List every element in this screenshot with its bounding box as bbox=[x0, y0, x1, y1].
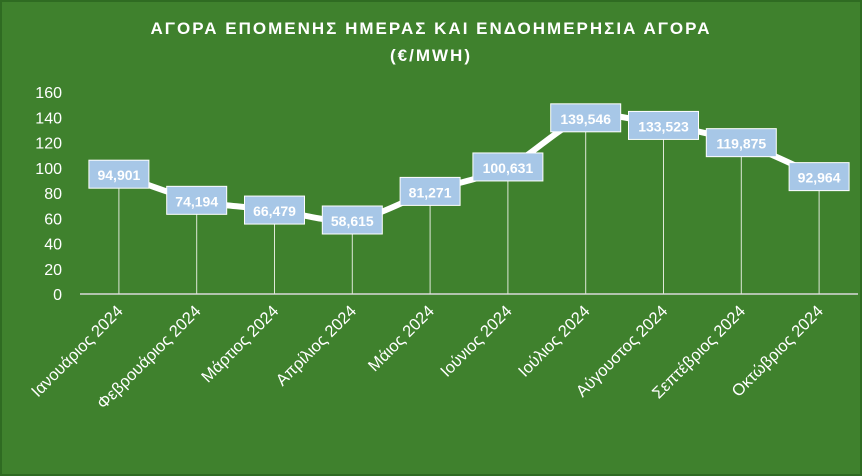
y-tick-label: 100 bbox=[35, 161, 62, 178]
data-label: 119,875 bbox=[716, 136, 766, 152]
x-tick-label: Ιούνιος 2024 bbox=[437, 302, 516, 381]
y-tick-label: 160 bbox=[35, 85, 62, 102]
y-tick-label: 0 bbox=[53, 287, 62, 304]
y-tick-label: 120 bbox=[35, 136, 62, 153]
y-tick-label: 80 bbox=[44, 186, 62, 203]
data-label: 66,479 bbox=[253, 203, 296, 219]
data-label: 81,271 bbox=[409, 184, 452, 200]
x-tick-label: Ιούλιος 2024 bbox=[515, 302, 594, 381]
data-label: 100,631 bbox=[483, 160, 534, 176]
data-label-box bbox=[166, 185, 228, 215]
x-tick-label: Μάρτιος 2024 bbox=[198, 302, 282, 386]
y-tick-label: 40 bbox=[44, 237, 62, 254]
data-label-box bbox=[321, 205, 383, 235]
y-tick-label: 60 bbox=[44, 211, 62, 228]
data-label-box bbox=[550, 103, 622, 133]
y-tick-label: 20 bbox=[44, 262, 62, 279]
data-label-box bbox=[788, 162, 850, 192]
data-label-box bbox=[88, 159, 150, 189]
data-label-box bbox=[628, 110, 699, 140]
data-label-box bbox=[244, 195, 305, 225]
data-label: 58,615 bbox=[331, 213, 374, 229]
chart-title: ΑΓΟΡΑ ΕΠΟΜΕΝΗΣ ΗΜΕΡΑΣ ΚΑΙ ΕΝΔΟΗΜΕΡΗΣΙΑ Α… bbox=[150, 19, 712, 38]
chart-subtitle: (€/MWH) bbox=[390, 46, 472, 65]
data-label: 94,901 bbox=[97, 167, 140, 183]
x-tick-label: Μάιος 2024 bbox=[365, 302, 438, 375]
data-label: 139,546 bbox=[560, 111, 611, 127]
data-label-box bbox=[472, 152, 544, 182]
data-label-box bbox=[705, 128, 777, 158]
x-tick-label: Απρίλιος 2024 bbox=[273, 302, 361, 390]
y-tick-label: 140 bbox=[35, 110, 62, 127]
data-label-box bbox=[399, 176, 461, 206]
data-label: 74,194 bbox=[175, 193, 218, 209]
data-label: 133,523 bbox=[638, 118, 689, 134]
data-label: 92,964 bbox=[798, 170, 841, 186]
